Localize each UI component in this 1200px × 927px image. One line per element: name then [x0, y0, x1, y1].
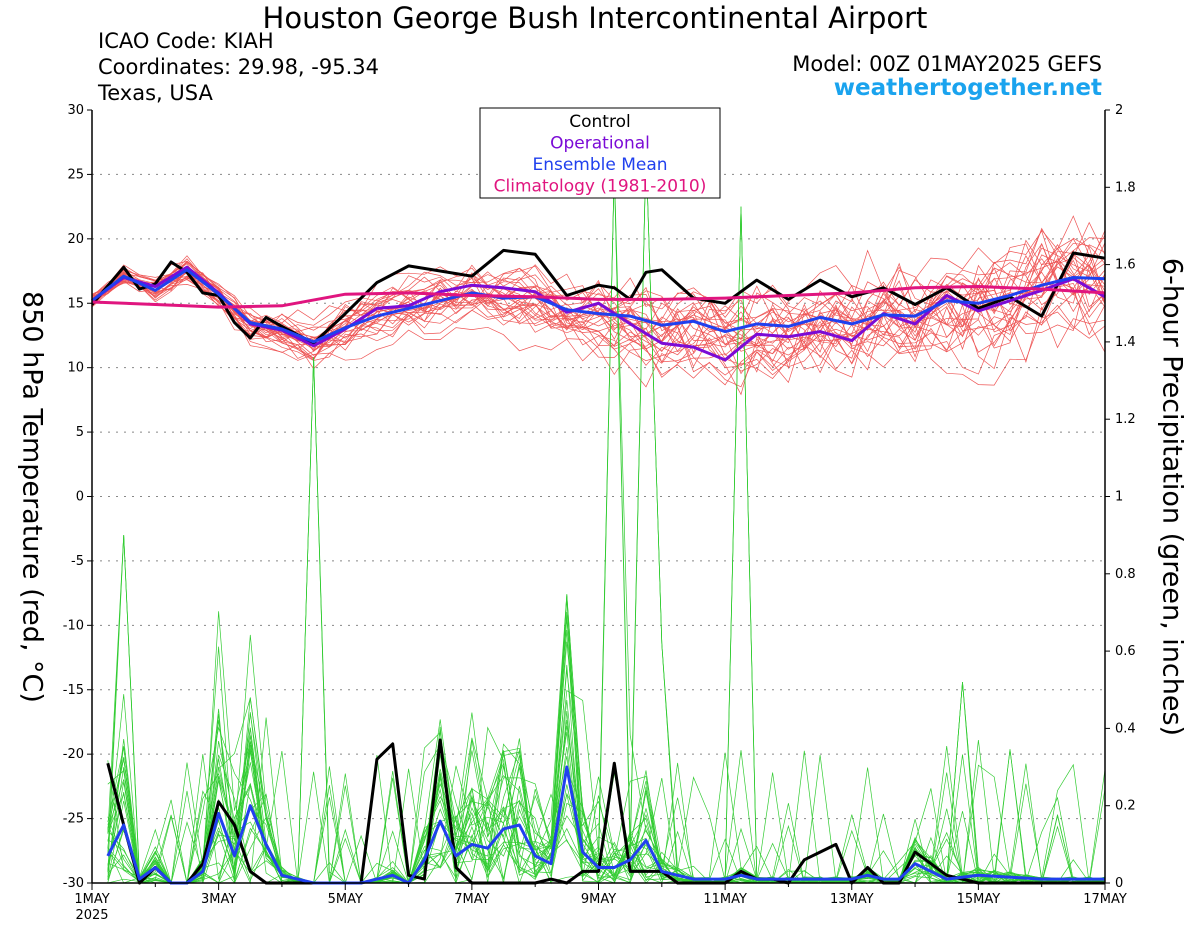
precip-member-line — [107, 595, 1106, 884]
left-tick-label: -25 — [63, 812, 84, 827]
legend-entry: Control — [569, 112, 630, 132]
temp-member-line — [91, 243, 1106, 358]
chart-title: Houston George Bush Intercontinental Air… — [262, 1, 928, 35]
temp-member-line — [91, 221, 1106, 375]
control-temp-line — [90, 248, 1106, 345]
x-tick-label: 3MAY — [201, 892, 236, 907]
temp-member-line — [91, 230, 1106, 363]
precip-member-line — [107, 699, 1106, 885]
model-run: Model: 00Z 01MAY2025 GEFS — [792, 52, 1102, 76]
temp-member-line — [91, 242, 1106, 386]
left-tick-label: -20 — [63, 747, 84, 762]
coordinates: Coordinates: 29.98, -95.34 — [98, 55, 379, 79]
axes — [87, 109, 1110, 890]
legend-entry: Climatology (1981-2010) — [494, 177, 707, 197]
precip-member-line — [107, 690, 1106, 884]
right-tick-label: 1.2 — [1115, 412, 1136, 427]
left-tick-label: -30 — [63, 876, 84, 891]
left-tick-label: 10 — [67, 361, 84, 376]
left-tick-label: 25 — [67, 167, 84, 182]
precip-member-line — [107, 618, 1106, 884]
site-link[interactable]: weathertogether.net — [833, 75, 1102, 101]
left-tick-label: 0 — [76, 490, 84, 505]
ensemble-temp-line — [91, 268, 1106, 344]
right-tick-label: 0.8 — [1115, 567, 1136, 582]
precip-member-line — [107, 535, 1106, 884]
left-tick-label: 20 — [67, 232, 84, 247]
ensemble-members — [91, 148, 1106, 885]
region: Texas, USA — [98, 81, 213, 105]
x-tick-label: 7MAY — [454, 892, 489, 907]
x-tick-label: 9MAY — [581, 892, 616, 907]
temp-member-line — [91, 264, 1106, 360]
temp-member-line — [91, 249, 1106, 361]
legend-entry: Ensemble Mean — [532, 155, 667, 175]
x-tick-label: 13MAY — [830, 892, 874, 907]
icao-code: ICAO Code: KIAH — [98, 29, 274, 53]
left-tick-label: 30 — [67, 103, 84, 118]
right-axis-label: 6-hour Precipitation (green, inches) — [1156, 257, 1188, 737]
temp-member-line — [91, 227, 1106, 363]
right-tick-label: 1.4 — [1115, 335, 1136, 350]
right-tick-label: 0.2 — [1115, 799, 1136, 814]
left-axis-label: 850 hPa Temperature (red, °C) — [16, 291, 48, 703]
right-tick-label: 1.6 — [1115, 258, 1136, 273]
x-tick-label: 1MAY — [74, 892, 109, 907]
tick-labels: 302520151050-5-10-15-20-25-3021.81.61.41… — [63, 103, 1136, 923]
legend-entry: Operational — [550, 134, 650, 154]
ensemble-precip-line — [106, 765, 1105, 885]
temp-member-line — [91, 261, 1106, 373]
precip-member-line — [107, 594, 1106, 884]
temp-member-line — [91, 247, 1106, 375]
right-tick-label: 1.8 — [1115, 180, 1136, 195]
left-tick-label: 15 — [67, 296, 84, 311]
left-tick-label: 5 — [76, 425, 84, 440]
left-tick-label: -5 — [71, 554, 84, 569]
x-tick-label: 5MAY — [328, 892, 363, 907]
x-tick-label: 17MAY — [1083, 892, 1127, 907]
climatology-temp-line — [91, 285, 1106, 309]
x-tick-label: 11MAY — [703, 892, 747, 907]
right-tick-label: 0 — [1115, 876, 1123, 891]
x-year-label: 2025 — [75, 908, 108, 923]
temp-member-line — [91, 244, 1106, 378]
legend-box — [479, 107, 721, 199]
precip-member-line — [107, 594, 1106, 884]
right-tick-label: 0.4 — [1115, 721, 1136, 736]
grid-lines — [92, 173, 1105, 820]
right-tick-label: 2 — [1115, 103, 1123, 118]
left-tick-label: -10 — [63, 618, 84, 633]
left-tick-label: -15 — [63, 683, 84, 698]
main-series — [90, 248, 1106, 885]
x-tick-label: 15MAY — [957, 892, 1001, 907]
control-precip-line — [106, 738, 1105, 885]
right-tick-label: 1 — [1115, 490, 1123, 505]
right-tick-label: 0.6 — [1115, 644, 1136, 659]
